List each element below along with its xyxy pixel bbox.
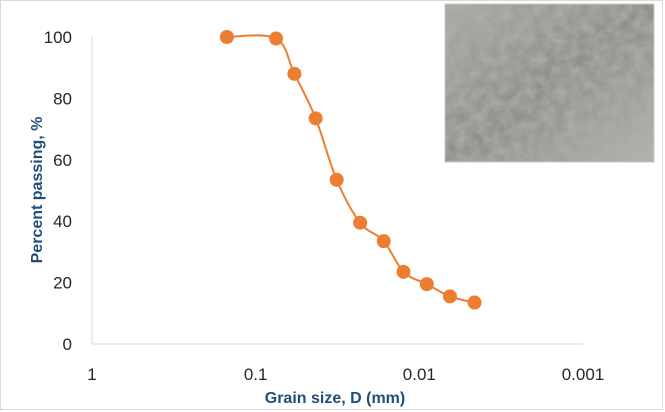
x-tick-label: 0.001 <box>562 365 605 384</box>
data-point <box>442 289 457 304</box>
x-tick-label: 1 <box>87 365 96 384</box>
data-point <box>269 31 284 46</box>
data-point <box>419 277 434 292</box>
x-axis-title: Grain size, D (mm) <box>265 390 405 407</box>
y-tick-label: 80 <box>53 89 72 108</box>
data-point <box>376 234 391 249</box>
data-point <box>308 111 323 126</box>
data-point <box>396 264 411 279</box>
x-tick-label: 0.1 <box>244 365 268 384</box>
y-axis-title: Percent passing, % <box>29 117 46 264</box>
data-point <box>353 215 368 230</box>
data-point <box>329 172 344 187</box>
y-tick-label: 40 <box>53 212 72 231</box>
data-point <box>287 66 302 81</box>
series-line <box>226 34 475 304</box>
y-tick-label: 100 <box>44 28 72 47</box>
y-tick-label: 0 <box>63 335 72 354</box>
data-point <box>467 295 482 310</box>
y-tick-label: 60 <box>53 151 72 170</box>
y-tick-label: 20 <box>53 274 72 293</box>
soil-sample-photo <box>444 3 655 163</box>
data-point <box>219 30 234 44</box>
x-tick-label: 0.01 <box>403 365 436 384</box>
